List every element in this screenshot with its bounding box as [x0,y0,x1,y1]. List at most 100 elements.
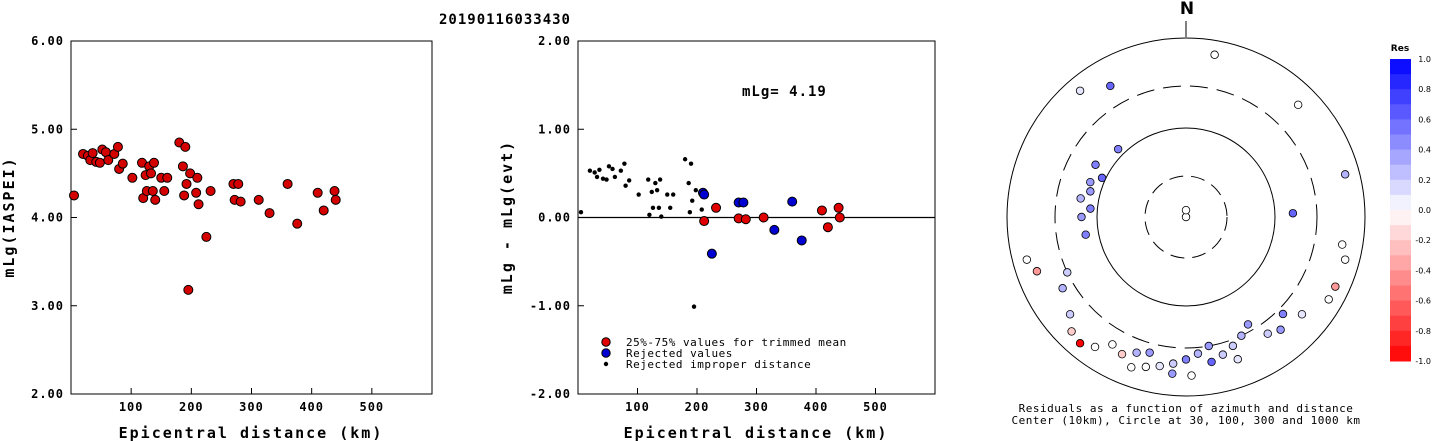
data-point [604,177,609,182]
residual-point [1168,359,1178,368]
legend-label: Rejected improper distance [626,358,811,371]
data-point [618,168,624,173]
data-point [610,166,615,172]
data-point [112,141,123,152]
data-point [282,178,293,189]
data-point [150,194,161,205]
residual-point [1065,310,1075,319]
residual-point [1032,267,1042,276]
data-point [691,304,697,309]
data-point [600,176,606,181]
data-point [622,161,627,166]
data-point [181,178,192,189]
residual-point [1288,209,1298,218]
y-tick-label: 4.00 [31,211,64,225]
data-point [653,180,658,186]
residual-point [1340,170,1350,179]
azimuth-residual-plot: N Residuals as a function of azimuth and… [1006,0,1366,427]
y-tick-label: 5.00 [31,122,64,136]
data-point [647,212,652,218]
colorbar-cell [1390,149,1411,166]
residual-point [1207,357,1216,367]
residual-point [1168,369,1177,378]
data-point [235,196,246,207]
colorbar-cell [1390,270,1411,286]
data-point [649,189,654,195]
data-point [312,187,323,198]
x-tick-label: 500 [359,400,384,414]
data-point [103,155,114,166]
data-point [834,212,845,223]
colorbar-cell [1390,225,1411,241]
residual-point [1243,320,1253,329]
data-point [659,214,664,219]
residual-point [1086,187,1095,196]
residual-point [1210,50,1219,59]
residual-point [1263,329,1272,338]
residual-point [1145,348,1154,357]
residual-point [1187,371,1196,380]
colorbar-cell [1390,285,1411,302]
colorbar-title: Res [1391,44,1409,54]
data-point [318,205,329,216]
colorbar-cell [1390,179,1411,196]
data-point [693,187,699,193]
residual-point [1228,341,1238,351]
data-point [816,205,827,216]
y-tick-label: 6.00 [31,34,64,48]
data-point [183,284,194,295]
residual-point [1324,295,1333,304]
colorbar-cell [1390,240,1411,256]
data-point [159,186,170,197]
data-point [87,148,98,159]
colorbar-cell [1390,59,1411,75]
y-tick-label: 0.00 [538,211,571,225]
data-point [180,141,191,152]
data-point [796,235,807,246]
colorbar-tick-label: 1.0 [1418,55,1431,64]
legend-marker [603,361,609,367]
data-point [193,199,204,210]
data-point [606,164,612,169]
residual-point [1063,268,1072,277]
data-point [147,186,158,197]
colorbar-cell [1390,330,1411,347]
residual-point [1022,255,1032,264]
legend-marker [601,337,611,347]
y-tick-label: 3.00 [31,299,64,313]
residual-point [1091,160,1100,169]
ring-1000km [1006,37,1366,397]
x-tick-label: 400 [804,400,829,414]
residual-point [1113,144,1123,154]
event-magnitude-label: mLg= 4.19 [742,84,827,100]
data-point [162,172,173,183]
data-point [264,208,275,219]
data-point [597,167,602,173]
ring-30km [1144,175,1228,259]
data-point [665,192,670,197]
data-point [656,205,662,210]
polar-caption-line1: Residuals as a function of azimuth and d… [1019,402,1354,415]
residual-point [1076,194,1085,203]
colorbar-tick-label: -0.8 [1415,327,1431,336]
residual-point [1233,355,1242,364]
data-point [626,178,632,183]
legend-label: Rejected values [626,347,733,360]
residual-point [1117,349,1127,359]
colorbar-tick-label: -0.2 [1415,236,1431,245]
colorbar-cell [1390,345,1411,362]
data-point [192,172,203,183]
colorbar-tick-label: 0.2 [1418,176,1431,185]
middle-ylabel: mLg - mLg(evt) [498,140,516,294]
residual-point [1127,363,1136,372]
polar-caption-line2: Center (10km), Circle at 30, 100, 300 an… [1011,414,1360,427]
data-point [650,205,656,210]
colorbar-cell [1390,134,1411,151]
x-tick-label: 200 [685,400,710,414]
data-point [149,157,160,168]
data-point [146,168,157,179]
colorbar-tick-label: -0.4 [1415,266,1431,275]
data-point [177,161,188,172]
middle-xlabel: Epicentral distance (km) [624,424,889,441]
